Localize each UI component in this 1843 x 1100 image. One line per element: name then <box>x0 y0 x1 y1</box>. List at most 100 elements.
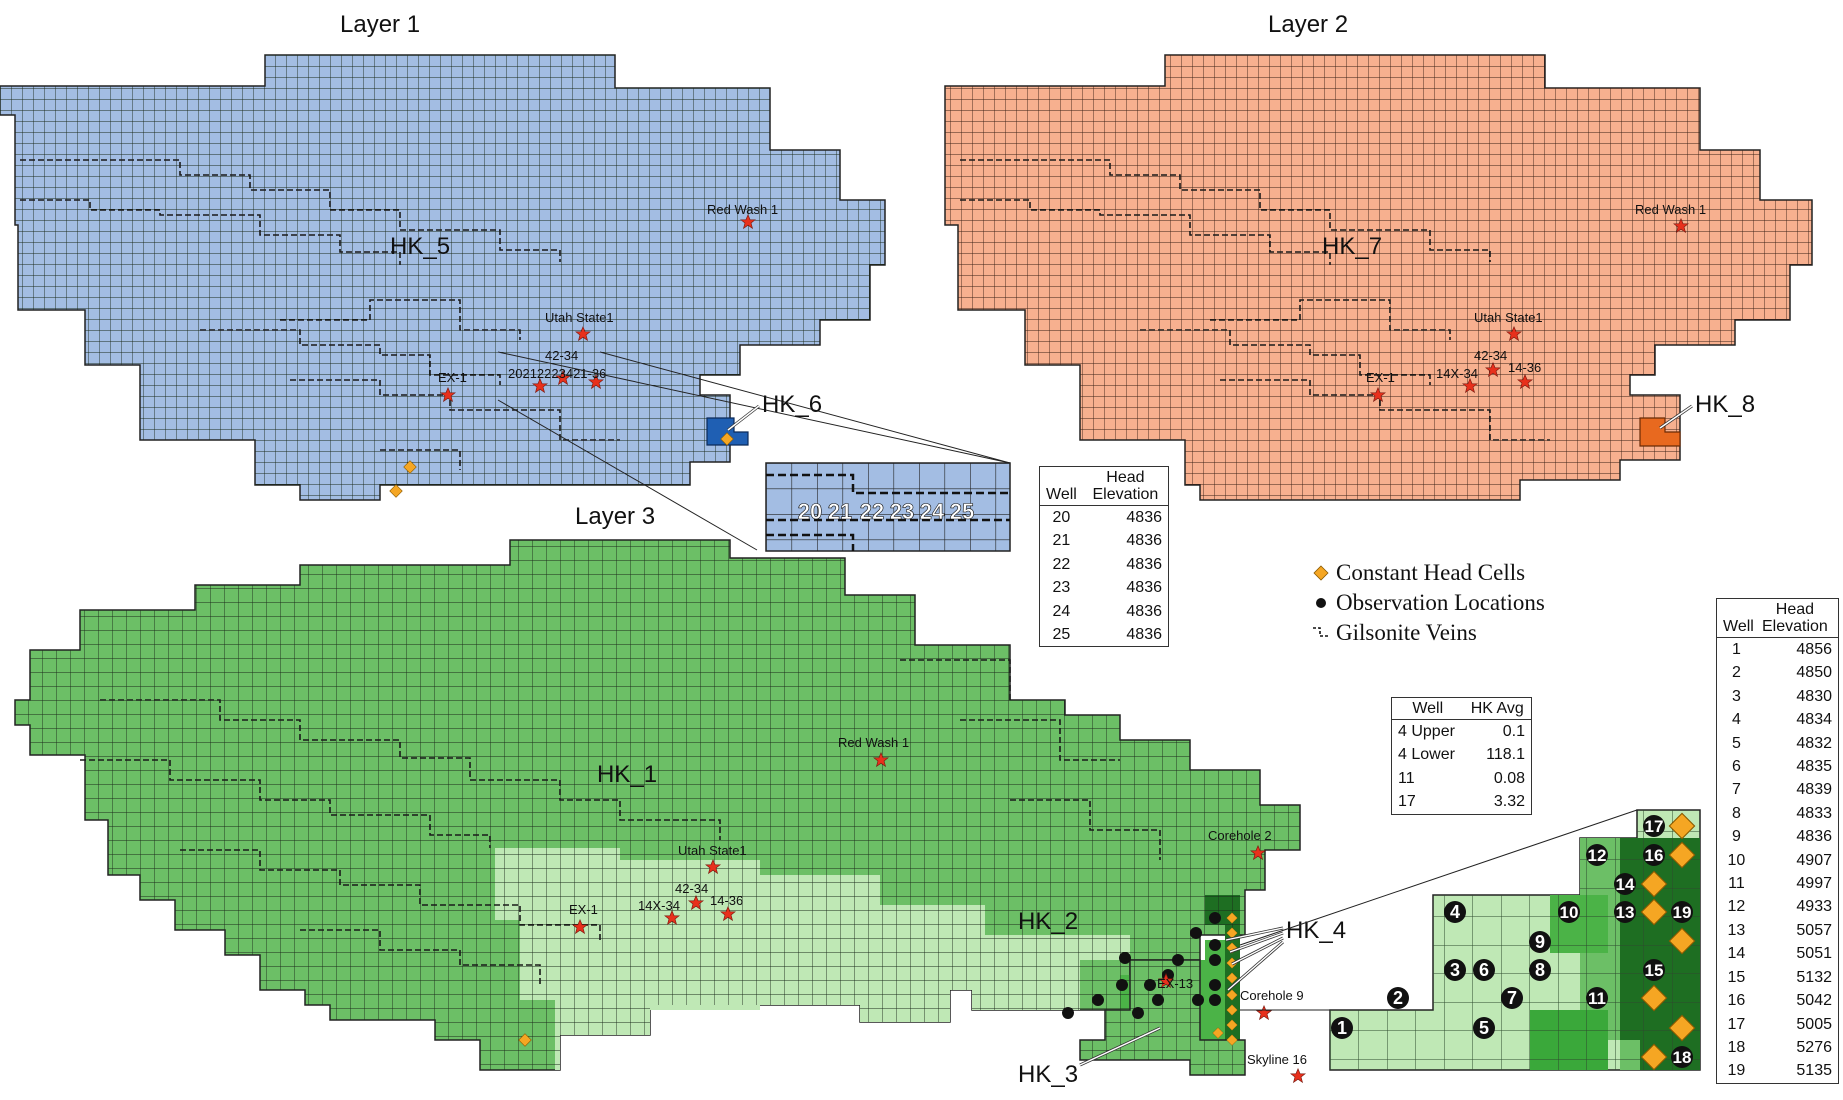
hk6-callout: HK_6 <box>727 391 822 432</box>
cell-well: 22 <box>1052 555 1071 573</box>
cell-value: 4836 <box>1126 626 1162 644</box>
table-row: 24 4836 <box>1040 600 1168 623</box>
observation-marker <box>1643 815 1665 837</box>
cell-well: 13 <box>1727 921 1746 939</box>
table-row: 13 5057 <box>1717 919 1838 942</box>
svg-text:HK_6: HK_6 <box>762 391 822 418</box>
observation-marker <box>1614 873 1636 895</box>
label-l1-cluster: 20212223421-36 <box>508 366 606 381</box>
observation-marker <box>1387 987 1409 1009</box>
table-row: 10 4907 <box>1717 849 1838 872</box>
table-row: 8 4833 <box>1717 802 1838 825</box>
inset1-well-number: 24 <box>920 499 945 524</box>
layer3-zoom-lines <box>1239 809 1638 1011</box>
svg-text:HK_3: HK_3 <box>1018 1061 1078 1088</box>
cell-value: 0.1 <box>1502 723 1525 740</box>
cell-value: 5135 <box>1796 1062 1832 1080</box>
layer1-title: Layer 1 <box>340 11 420 38</box>
label-ex1: EX-1 <box>438 370 467 385</box>
col-hk-avg: HK Avg <box>1463 698 1531 720</box>
layer1-gilsonite-veins <box>20 159 620 470</box>
layer2-map: Red Wash 1 Utah State1 42-34 14X-34 14-3… <box>944 11 1813 501</box>
observation-marker <box>1444 959 1466 981</box>
inset3-well-number: 9 <box>1535 932 1545 952</box>
col-head-elevation: Head Elevation <box>1082 467 1168 506</box>
table-row: 15 5132 <box>1717 966 1838 989</box>
table-row: 11 4997 <box>1717 872 1838 895</box>
observation-marker <box>1586 987 1608 1009</box>
label-14-36: 14-36 <box>1508 360 1541 375</box>
table-row: 12 4933 <box>1717 895 1838 918</box>
inset3-well-number: 18 <box>1673 1048 1692 1067</box>
table-row: 4 4834 <box>1717 708 1838 731</box>
observation-marker <box>1614 901 1636 923</box>
label-42-34: 42-34 <box>1474 348 1507 363</box>
cell-well: 5 <box>1731 734 1741 752</box>
label-corehole9: Corehole 9 <box>1240 988 1304 1003</box>
constant-head-marker <box>389 484 403 498</box>
cell-value: 4836 <box>1126 555 1162 573</box>
inset1-well-number: 25 <box>950 499 974 524</box>
inset3-well-number: 8 <box>1535 960 1545 980</box>
layer1-inset: 20 21 22 23 24 25 <box>765 462 1011 552</box>
col-head-elevation: Head Elevation <box>1755 599 1838 638</box>
cell-well: 11 <box>1398 769 1415 787</box>
label-42-34: 42-34 <box>675 881 708 896</box>
legend-constant-head: Constant Head Cells <box>1310 558 1545 588</box>
col-well: Well <box>1717 599 1756 638</box>
svg-text:HK_8: HK_8 <box>1695 391 1755 418</box>
table-row: 4 Upper 0.1 <box>1392 720 1531 744</box>
cell-value: 5042 <box>1796 992 1832 1010</box>
layer1-hk6-zone <box>706 417 749 446</box>
col-well: Well <box>1392 698 1464 720</box>
observation-marker <box>1643 844 1665 866</box>
cell-value: 4836 <box>1126 602 1162 620</box>
cell-well: 25 <box>1052 626 1071 644</box>
cell-value: 4997 <box>1796 875 1832 893</box>
cell-value: 4839 <box>1796 781 1832 799</box>
svg-text:HK_4: HK_4 <box>1286 917 1346 944</box>
cell-value: 5276 <box>1796 1038 1832 1056</box>
layer1-zoom-lines <box>497 351 1011 551</box>
table-row: 23 4836 <box>1040 576 1168 599</box>
col-well: Well <box>1040 467 1083 506</box>
label-ex1: EX-1 <box>1366 370 1395 385</box>
cell-value: 4836 <box>1126 509 1162 526</box>
legend: Constant Head Cells Observation Location… <box>1310 558 1545 648</box>
cell-well: 18 <box>1727 1038 1746 1056</box>
inset3-well-number: 14 <box>1616 875 1635 894</box>
cell-well: 4 Lower <box>1398 746 1455 764</box>
table-row: 17 3.32 <box>1392 790 1531 813</box>
observation-marker <box>1331 1017 1353 1039</box>
label-14x34: 14X-34 <box>1436 366 1478 381</box>
table-row: 7 4839 <box>1717 778 1838 801</box>
inset3-well-number: 5 <box>1479 1018 1489 1038</box>
cell-well: 11 <box>1728 875 1745 893</box>
cell-well: 23 <box>1052 579 1071 597</box>
observation-marker <box>1473 959 1495 981</box>
legend-observation: Observation Locations <box>1310 588 1545 618</box>
cell-well: 17 <box>1398 793 1416 811</box>
diamond-icon <box>1310 565 1332 581</box>
observation-marker <box>1501 987 1523 1009</box>
table-row: 9 4836 <box>1717 825 1838 848</box>
table-row: 14 5051 <box>1717 942 1838 965</box>
observation-marker <box>1671 901 1693 923</box>
table-row: 4 Lower 118.1 <box>1392 743 1531 766</box>
layer2-hk8-zone <box>1639 417 1681 447</box>
table-row: 25 4836 <box>1040 623 1168 646</box>
inset3-well-number: 4 <box>1450 902 1460 922</box>
observation-marker <box>1473 1017 1495 1039</box>
inset3-well-number: 2 <box>1393 988 1403 1008</box>
table-row: 1 4856 <box>1717 638 1838 662</box>
hk4-callout: HK_4 <box>1225 917 1346 992</box>
cell-value: 4834 <box>1796 711 1832 729</box>
cell-value: 4836 <box>1126 579 1162 597</box>
cell-well: 3 <box>1731 687 1741 705</box>
inset3-well-number: 7 <box>1507 988 1517 1008</box>
table-row: 19 5135 <box>1717 1059 1838 1082</box>
cell-well: 24 <box>1052 602 1071 620</box>
inset3-well-number: 12 <box>1588 846 1607 865</box>
table-row: 18 5276 <box>1717 1036 1838 1059</box>
label-red-wash: Red Wash 1 <box>707 202 778 217</box>
